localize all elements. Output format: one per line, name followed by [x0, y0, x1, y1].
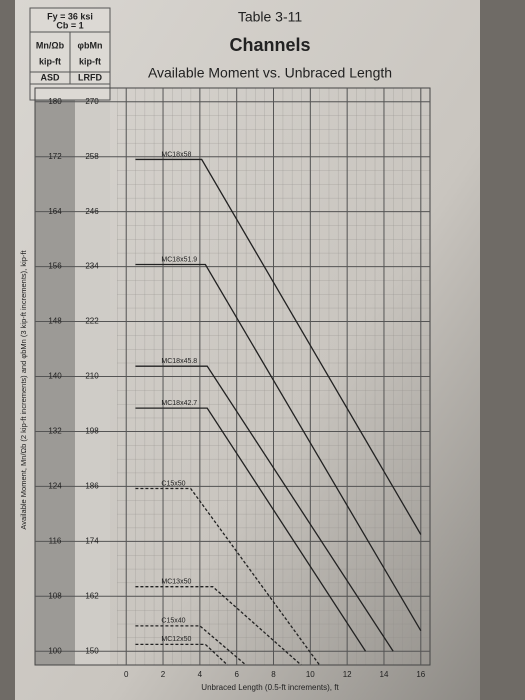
series-label: C15x40: [161, 618, 185, 625]
series-label: MC18x51.9: [161, 256, 197, 263]
y2-tick-label: 198: [85, 427, 99, 436]
x-tick-label: 0: [124, 670, 129, 679]
y2-tick-label: 270: [85, 97, 99, 106]
asd-heading: Mn/Ωb: [36, 40, 65, 50]
y-tick-label: 164: [48, 207, 62, 216]
lrfd-heading: φbMn: [78, 40, 103, 50]
y-tick-label: 108: [48, 591, 62, 600]
capacity-line: [135, 158, 422, 535]
y-tick-label: 172: [48, 152, 62, 161]
x-tick-label: 4: [198, 670, 203, 679]
y-tick-label: 148: [48, 317, 62, 326]
cb: Cb = 1: [56, 20, 83, 30]
series-label: MC12x50: [161, 636, 191, 643]
capacity-line: [135, 407, 367, 652]
capacity-line: [135, 263, 422, 631]
lrfd-label: LRFD: [78, 72, 102, 82]
material: Fy = 36 ksi: [47, 11, 93, 21]
y-tick-label: 116: [49, 536, 62, 545]
header-box: [29, 7, 111, 101]
table-number: Table 3-11: [238, 9, 303, 25]
series-label: C15x50: [161, 480, 185, 487]
y-tick-label: 124: [48, 482, 62, 491]
capacity-line: [135, 625, 247, 666]
capacity-line: [135, 643, 228, 666]
x-tick-label: 12: [343, 670, 352, 679]
y-tick-label: 156: [48, 262, 62, 271]
capacity-line: [135, 365, 394, 652]
series-label: MC18x45.8: [161, 358, 197, 365]
x-axis-label: Unbraced Length (0.5-ft increments), ft: [201, 683, 339, 692]
y2-tick-label: 234: [85, 262, 99, 271]
y2-tick-label: 210: [85, 372, 99, 381]
y-tick-label: 132: [48, 427, 62, 436]
chart-title: Channels: [229, 35, 310, 55]
y2-tick-label: 162: [85, 591, 99, 600]
y-tick-label: 140: [48, 372, 62, 381]
y2-tick-label: 186: [85, 482, 99, 491]
capacity-line: [135, 586, 302, 666]
capacity-line: [135, 487, 321, 666]
asd-unit: kip-ft: [39, 56, 61, 66]
series-label: MC13x50: [161, 579, 191, 586]
y-tick-label: 180: [48, 97, 62, 106]
x-tick-label: 8: [271, 670, 276, 679]
series-label: MC18x58: [161, 151, 191, 158]
y-tick-label: 100: [48, 646, 62, 655]
asd-label: ASD: [40, 72, 60, 82]
y2-tick-label: 222: [85, 317, 99, 326]
x-tick-label: 14: [380, 670, 389, 679]
y2-tick-label: 150: [85, 646, 99, 655]
x-tick-label: 16: [416, 670, 425, 679]
x-tick-label: 2: [161, 670, 166, 679]
x-tick-label: 10: [306, 670, 315, 679]
y2-tick-label: 258: [85, 152, 99, 161]
series-label: MC18x42.7: [161, 400, 197, 407]
y-axis-label: Available Moment, Mn/Ωb (2 kip-ft increm…: [19, 250, 28, 530]
y2-tick-label: 246: [85, 207, 99, 216]
y2-tick-label: 174: [85, 536, 99, 545]
chart-subtitle: Available Moment vs. Unbraced Length: [148, 65, 392, 81]
lrfd-unit: kip-ft: [79, 56, 101, 66]
x-tick-label: 6: [234, 670, 239, 679]
